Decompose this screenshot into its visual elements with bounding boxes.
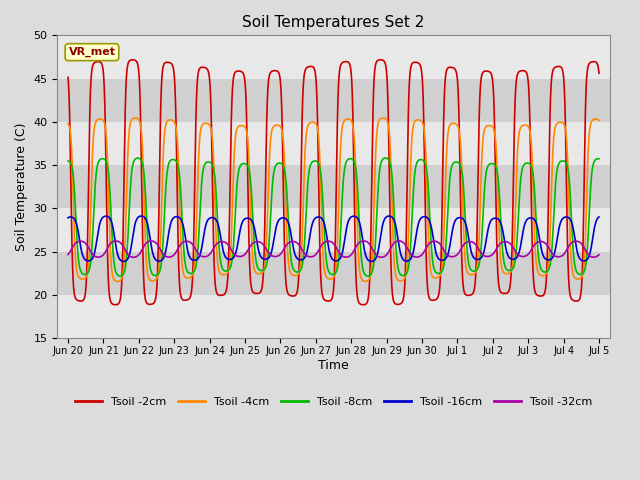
Tsoil -16cm — [120, 259, 127, 264]
Tsoil -32cm — [360, 238, 367, 244]
Y-axis label: Soil Temperature (C): Soil Temperature (C) — [15, 122, 28, 251]
Bar — [58, 208, 610, 252]
Tsoil -8cm — [566, 192, 574, 197]
Legend: Tsoil -2cm, Tsoil -4cm, Tsoil -8cm, Tsoil -16cm, Tsoil -32cm: Tsoil -2cm, Tsoil -4cm, Tsoil -8cm, Tsoi… — [70, 392, 597, 411]
Tsoil -16cm — [595, 214, 603, 220]
Line: Tsoil -8cm: Tsoil -8cm — [68, 158, 599, 276]
Tsoil -2cm — [129, 57, 136, 63]
Bar — [58, 36, 610, 79]
Tsoil -8cm — [316, 163, 323, 168]
Tsoil -2cm — [452, 69, 460, 75]
Tsoil -8cm — [64, 158, 72, 164]
Tsoil -8cm — [467, 267, 475, 273]
X-axis label: Time: Time — [318, 359, 349, 372]
Tsoil -8cm — [573, 269, 580, 275]
Line: Tsoil -16cm: Tsoil -16cm — [68, 216, 599, 262]
Tsoil -4cm — [452, 121, 460, 127]
Tsoil -4cm — [316, 146, 323, 152]
Tsoil -2cm — [244, 217, 252, 223]
Bar — [58, 165, 610, 208]
Line: Tsoil -32cm: Tsoil -32cm — [68, 241, 599, 257]
Tsoil -4cm — [131, 115, 139, 121]
Bar — [58, 252, 610, 295]
Tsoil -16cm — [64, 215, 72, 221]
Tsoil -4cm — [573, 276, 580, 282]
Tsoil -16cm — [566, 216, 574, 222]
Tsoil -16cm — [138, 213, 145, 219]
Tsoil -2cm — [64, 74, 72, 80]
Tsoil -32cm — [595, 252, 603, 258]
Line: Tsoil -2cm: Tsoil -2cm — [68, 60, 599, 305]
Tsoil -16cm — [452, 216, 460, 222]
Tsoil -4cm — [362, 278, 369, 284]
Tsoil -2cm — [316, 224, 323, 229]
Tsoil -8cm — [595, 156, 603, 162]
Tsoil -32cm — [573, 239, 580, 244]
Tsoil -32cm — [130, 254, 138, 260]
Bar — [58, 79, 610, 122]
Bar — [58, 122, 610, 165]
Text: VR_met: VR_met — [68, 47, 115, 57]
Tsoil -32cm — [316, 246, 323, 252]
Tsoil -32cm — [566, 241, 574, 247]
Tsoil -8cm — [134, 155, 141, 161]
Tsoil -2cm — [566, 292, 574, 298]
Tsoil -16cm — [467, 249, 475, 255]
Line: Tsoil -4cm: Tsoil -4cm — [68, 118, 599, 281]
Tsoil -2cm — [467, 292, 475, 298]
Tsoil -4cm — [595, 118, 603, 123]
Tsoil -32cm — [64, 252, 72, 257]
Tsoil -32cm — [467, 239, 475, 245]
Tsoil -4cm — [244, 147, 252, 153]
Tsoil -32cm — [452, 252, 460, 258]
Tsoil -4cm — [64, 120, 72, 126]
Tsoil -16cm — [573, 247, 580, 252]
Tsoil -4cm — [467, 272, 475, 278]
Tsoil -4cm — [566, 239, 574, 244]
Tsoil -8cm — [244, 165, 252, 171]
Tsoil -16cm — [244, 216, 252, 221]
Bar — [58, 295, 610, 338]
Tsoil -8cm — [452, 159, 460, 165]
Tsoil -2cm — [595, 71, 603, 76]
Tsoil -8cm — [364, 273, 372, 279]
Tsoil -2cm — [573, 298, 580, 304]
Tsoil -32cm — [244, 246, 252, 252]
Tsoil -16cm — [316, 214, 323, 220]
Title: Soil Temperatures Set 2: Soil Temperatures Set 2 — [243, 15, 425, 30]
Tsoil -2cm — [360, 302, 367, 308]
